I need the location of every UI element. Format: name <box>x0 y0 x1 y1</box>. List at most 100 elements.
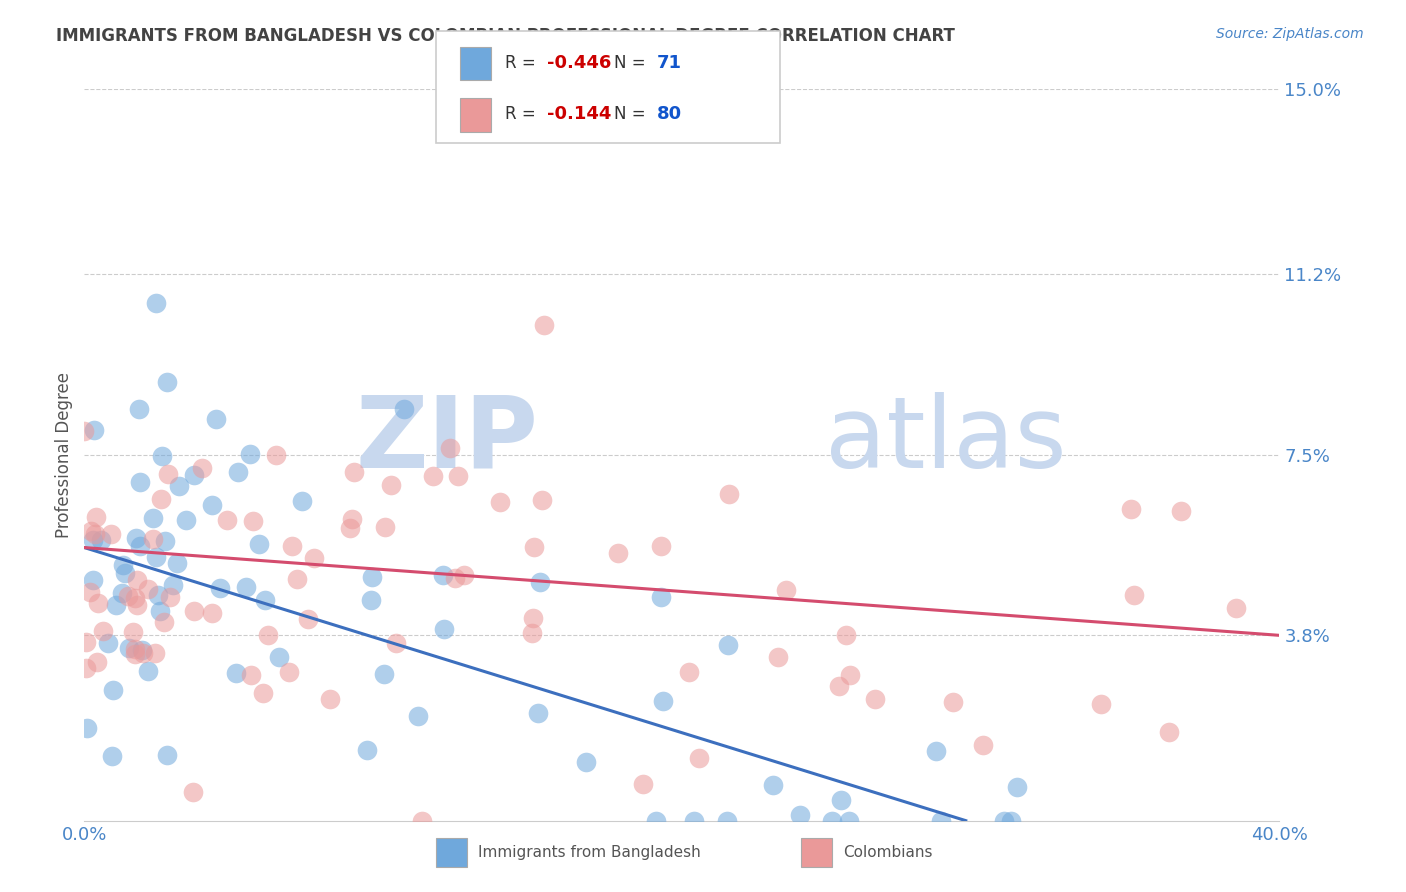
Point <box>136 582 159 596</box>
Y-axis label: Professional Degree: Professional Degree <box>55 372 73 538</box>
Text: N =: N = <box>614 54 651 71</box>
Point <box>762 778 785 792</box>
Point <box>122 625 145 640</box>
Text: R =: R = <box>505 54 541 71</box>
Point <box>150 449 173 463</box>
Point <box>834 628 856 642</box>
Text: ZIP: ZIP <box>356 392 538 489</box>
Point <box>789 808 811 822</box>
Text: IMMIGRANTS FROM BANGLADESH VS COLOMBIAN PROFESSIONAL DEGREE CORRELATION CHART: IMMIGRANTS FROM BANGLADESH VS COLOMBIAN … <box>56 27 955 45</box>
Point <box>124 647 146 661</box>
Point <box>433 622 456 636</box>
Text: -0.446: -0.446 <box>547 54 612 71</box>
Point <box>239 668 262 682</box>
Point <box>254 592 277 607</box>
Point <box>225 666 247 681</box>
Point <box>1121 502 1143 516</box>
Point <box>235 580 257 594</box>
Point <box>267 650 290 665</box>
Point <box>111 558 134 573</box>
Point <box>169 479 191 493</box>
Point <box>838 814 860 828</box>
Point <box>718 487 741 501</box>
Point <box>100 748 122 763</box>
Point <box>201 607 224 621</box>
Point <box>145 550 167 565</box>
Point <box>775 583 797 598</box>
Point <box>142 532 165 546</box>
Point <box>146 589 169 603</box>
Point <box>142 511 165 525</box>
Point <box>86 510 108 524</box>
Point <box>339 520 361 534</box>
Point <box>652 694 675 708</box>
Point <box>79 585 101 599</box>
Point <box>153 615 176 630</box>
Point <box>1159 725 1181 739</box>
Point <box>411 814 433 828</box>
Point <box>159 590 181 604</box>
Point <box>162 578 184 592</box>
Text: -0.144: -0.144 <box>547 105 612 123</box>
Point <box>117 589 139 603</box>
Point <box>128 539 150 553</box>
Point <box>183 468 205 483</box>
Point <box>343 465 366 479</box>
Point <box>340 512 363 526</box>
Point <box>100 527 122 541</box>
Point <box>75 635 97 649</box>
Point <box>90 533 112 547</box>
Point <box>111 585 134 599</box>
Point <box>80 524 103 539</box>
Point <box>863 691 886 706</box>
Point <box>153 534 176 549</box>
Point <box>360 593 382 607</box>
Point <box>247 537 270 551</box>
Point <box>281 539 304 553</box>
Point <box>287 573 309 587</box>
Point <box>523 540 546 554</box>
Point <box>1170 504 1192 518</box>
Point <box>319 692 342 706</box>
Point <box>529 575 551 590</box>
Point <box>1000 814 1022 828</box>
Point <box>215 513 238 527</box>
Point <box>297 611 319 625</box>
Point <box>533 318 555 333</box>
Point <box>650 539 672 553</box>
Text: 80: 80 <box>657 105 682 123</box>
Point <box>972 738 994 752</box>
Point <box>136 664 159 678</box>
Point <box>73 424 96 438</box>
Point <box>942 695 965 709</box>
Text: Immigrants from Bangladesh: Immigrants from Bangladesh <box>478 846 700 860</box>
Point <box>526 706 548 721</box>
Point <box>439 441 461 455</box>
Point <box>257 628 280 642</box>
Point <box>145 296 167 310</box>
Point <box>205 412 228 426</box>
Point <box>76 721 98 735</box>
Point <box>650 591 672 605</box>
Point <box>682 814 704 828</box>
Point <box>75 661 97 675</box>
Point <box>631 777 654 791</box>
Point <box>385 636 408 650</box>
Point <box>166 556 188 570</box>
Point <box>422 469 444 483</box>
Point <box>1225 600 1247 615</box>
Point <box>644 814 666 828</box>
Text: R =: R = <box>505 105 541 123</box>
Point <box>86 655 108 669</box>
Point <box>830 793 852 807</box>
Point <box>1122 588 1144 602</box>
Point <box>453 568 475 582</box>
Point <box>97 636 120 650</box>
Point <box>104 598 127 612</box>
Point <box>925 744 948 758</box>
Point <box>239 447 262 461</box>
Point <box>91 624 114 638</box>
Text: N =: N = <box>614 105 651 123</box>
Point <box>716 814 738 828</box>
Point <box>131 643 153 657</box>
